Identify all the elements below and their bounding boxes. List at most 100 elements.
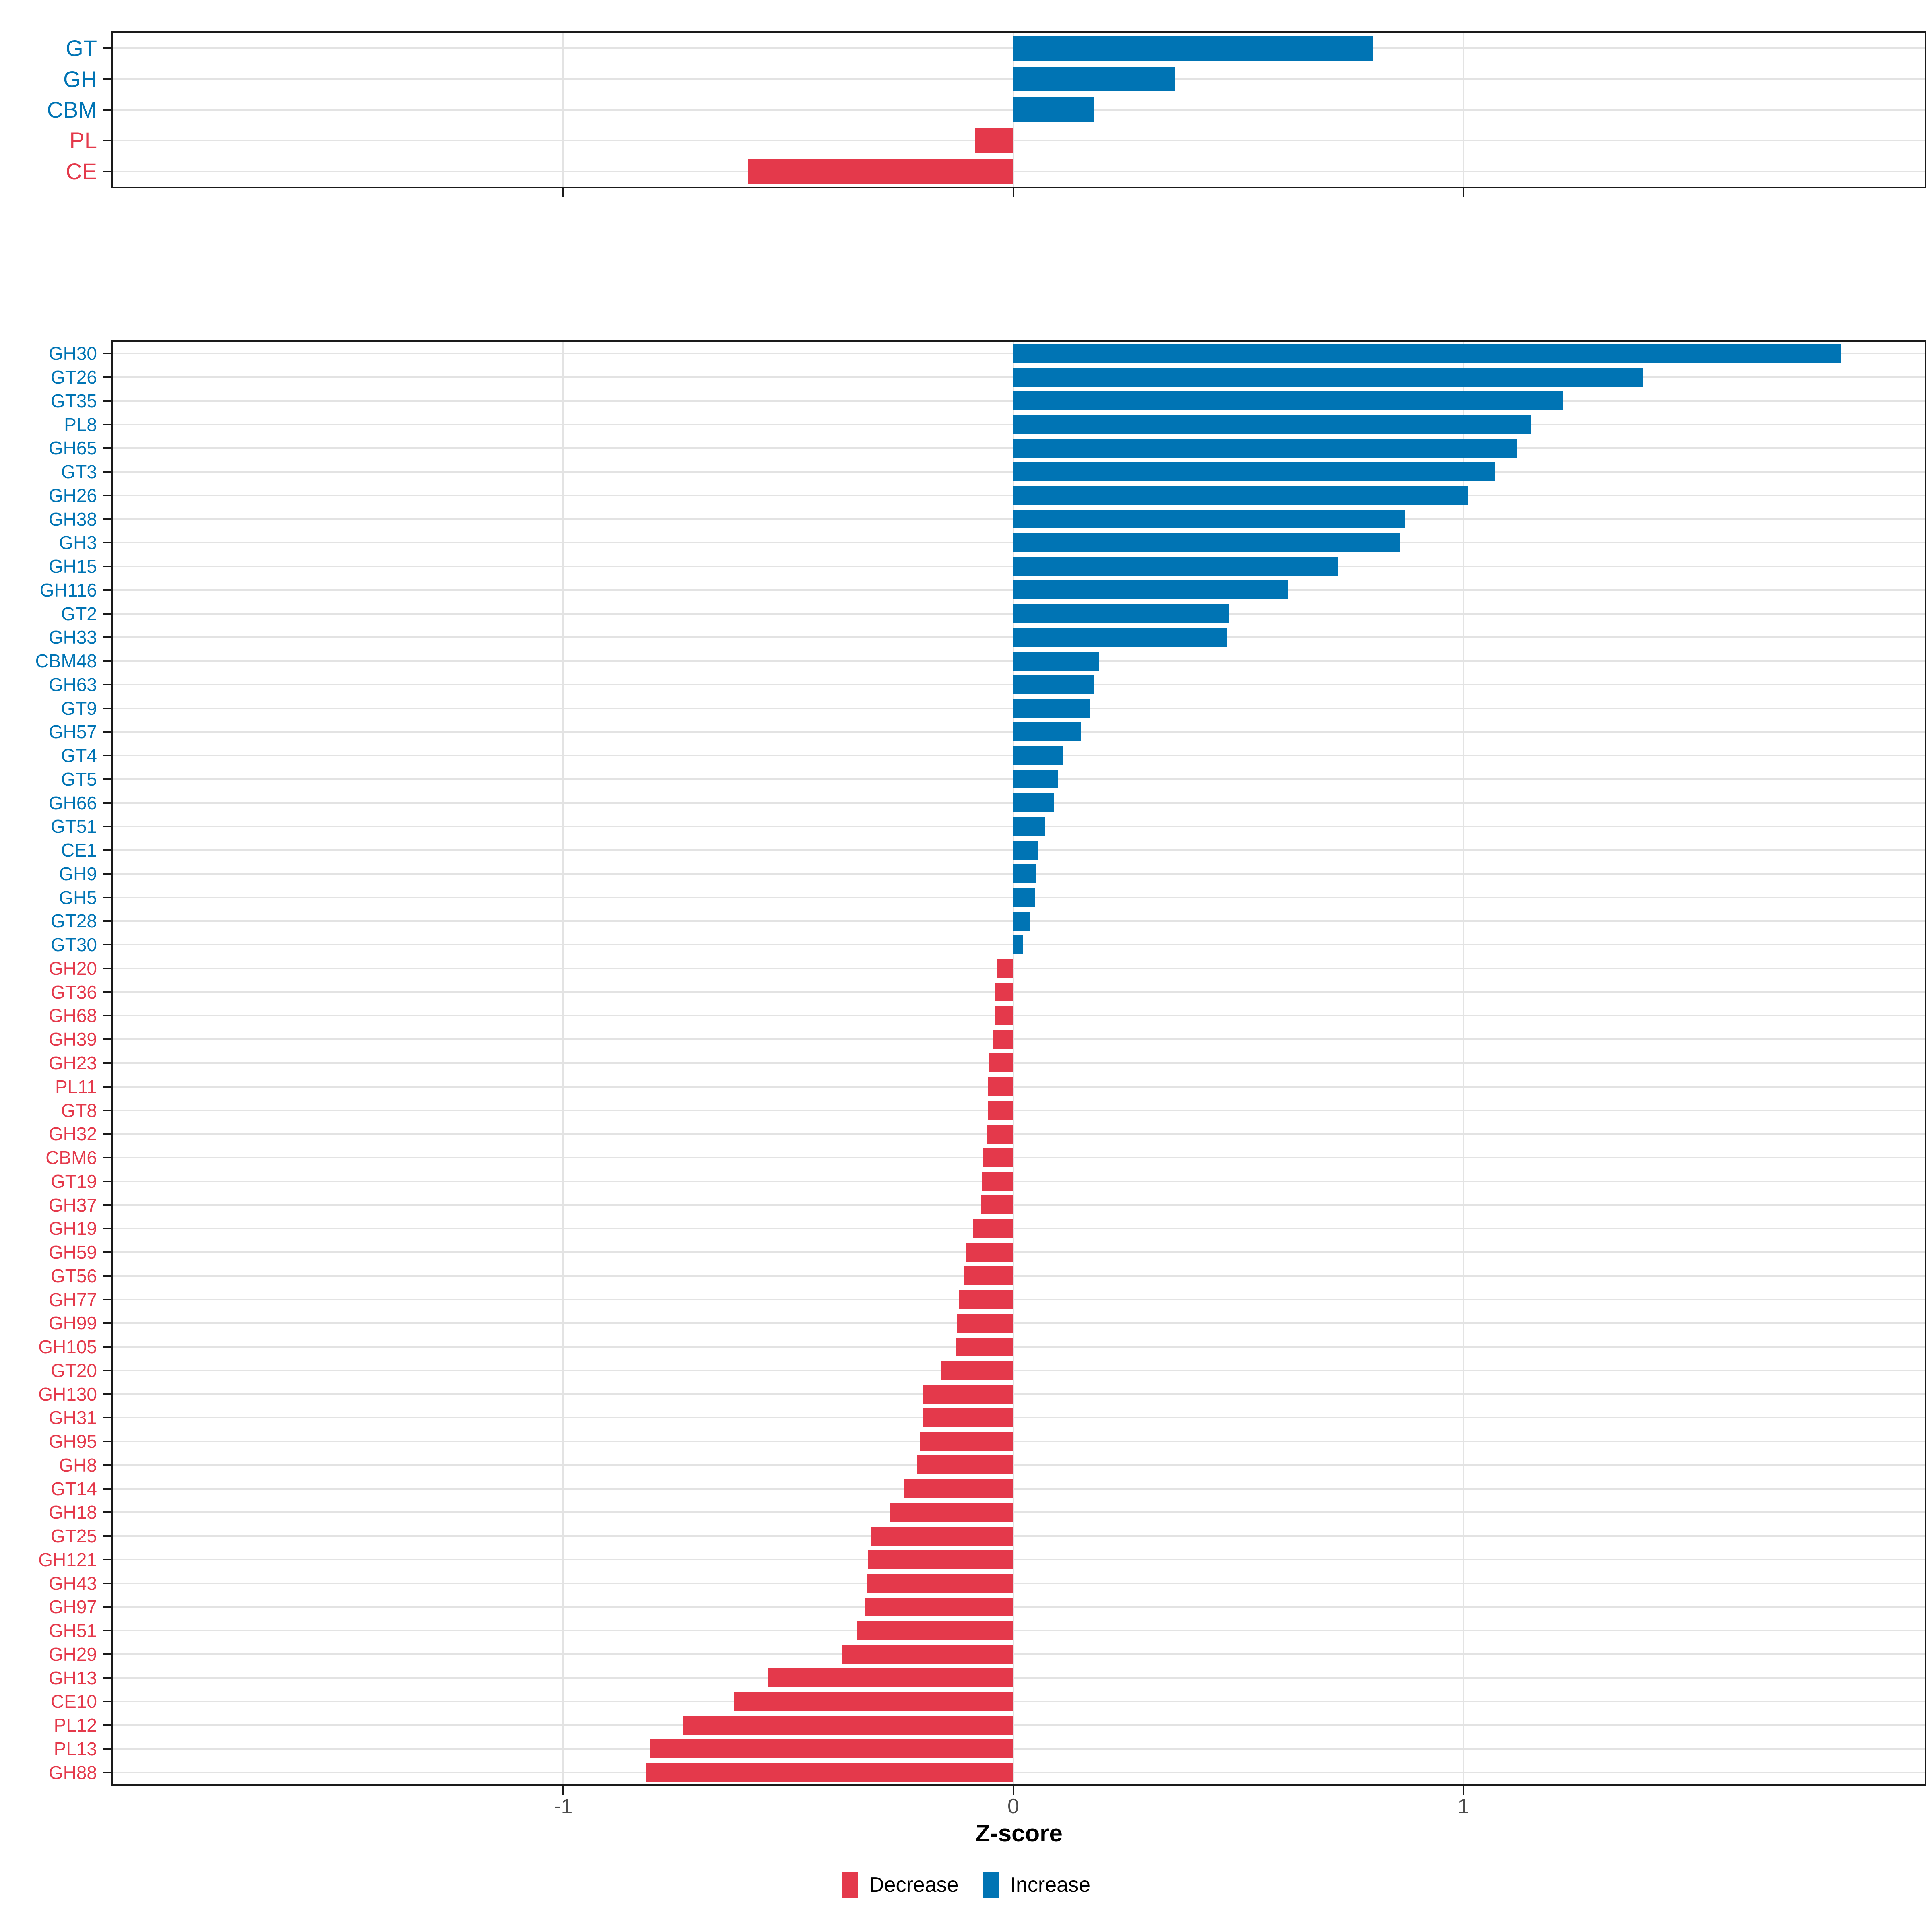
y-label-GT51: GT51 xyxy=(50,816,97,837)
legend-label-increase: Increase xyxy=(1010,1873,1090,1897)
y-label-GH26: GH26 xyxy=(48,485,97,506)
bar-GH3 xyxy=(1013,533,1401,552)
y-tick-CBM6 xyxy=(103,1157,111,1159)
y-label-GH59: GH59 xyxy=(48,1242,97,1263)
bar-GH88 xyxy=(646,1763,1013,1782)
bar-GH5 xyxy=(1013,888,1035,907)
y-label-GT36: GT36 xyxy=(50,981,97,1003)
y-tick-GT xyxy=(103,47,111,50)
y-tick-GH65 xyxy=(103,447,111,449)
y-label-GH18: GH18 xyxy=(48,1502,97,1523)
y-gridline-CE xyxy=(113,170,1925,172)
y-label-GT35: GT35 xyxy=(50,390,97,411)
y-label-GH20: GH20 xyxy=(48,958,97,979)
y-label-GH116: GH116 xyxy=(39,579,97,601)
y-gridline-GH32 xyxy=(113,1133,1925,1135)
x-axis-title: Z-score xyxy=(975,1820,1063,1847)
y-label-PL11: PL11 xyxy=(55,1076,97,1097)
y-label-CBM48: CBM48 xyxy=(35,650,97,672)
y-label-GT: GT xyxy=(66,35,97,61)
y-gridline-GT56 xyxy=(113,1275,1925,1277)
y-tick-GH19 xyxy=(103,1228,111,1230)
y-tick-GT2 xyxy=(103,613,111,615)
y-gridline-GH39 xyxy=(113,1038,1925,1040)
y-gridline-GH23 xyxy=(113,1062,1925,1064)
y-tick-GH77 xyxy=(103,1298,111,1300)
y-label-GH: GH xyxy=(63,66,97,92)
y-label-GH99: GH99 xyxy=(48,1313,97,1334)
y-tick-GH18 xyxy=(103,1511,111,1513)
y-label-GT26: GT26 xyxy=(50,367,97,388)
y-tick-GH33 xyxy=(103,636,111,638)
y-tick-CE10 xyxy=(103,1701,111,1703)
bar-GH95 xyxy=(919,1432,1013,1451)
bar-GH57 xyxy=(1013,722,1081,741)
y-label-GH38: GH38 xyxy=(48,508,97,530)
y-tick-PL13 xyxy=(103,1748,111,1750)
bar-GH18 xyxy=(890,1503,1013,1522)
y-tick-GH20 xyxy=(103,967,111,969)
y-gridline-CBM6 xyxy=(113,1157,1925,1159)
bar-GT2 xyxy=(1013,604,1230,623)
y-tick-GT36 xyxy=(103,991,111,993)
bar-GT26 xyxy=(1013,367,1644,387)
bar-GT35 xyxy=(1013,391,1563,411)
bar-CE xyxy=(747,159,1013,184)
y-label-GH68: GH68 xyxy=(48,1005,97,1026)
y-label-GH15: GH15 xyxy=(48,556,97,577)
y-tick-GT25 xyxy=(103,1535,111,1537)
y-tick-GT5 xyxy=(103,778,111,780)
y-tick-GH xyxy=(103,78,111,80)
y-tick-GH15 xyxy=(103,566,111,568)
bar-GH59 xyxy=(966,1243,1013,1262)
bar-PL13 xyxy=(650,1739,1013,1759)
y-tick-GT19 xyxy=(103,1180,111,1182)
y-tick-GH39 xyxy=(103,1038,111,1040)
y-tick-GH43 xyxy=(103,1582,111,1584)
y-label-GT30: GT30 xyxy=(50,934,97,956)
x-tick-1-panel0 xyxy=(1462,188,1464,197)
bar-GH30 xyxy=(1013,344,1842,363)
y-label-GH23: GH23 xyxy=(48,1053,97,1073)
y-tick-GH29 xyxy=(103,1653,111,1655)
bar-GH43 xyxy=(866,1574,1013,1593)
y-label-PL8: PL8 xyxy=(64,414,97,435)
bar-GT28 xyxy=(1013,911,1030,931)
y-gridline-GT36 xyxy=(113,991,1925,993)
y-gridline-GH19 xyxy=(113,1228,1925,1230)
bar-GH77 xyxy=(959,1290,1013,1309)
y-tick-GH88 xyxy=(103,1771,111,1773)
y-tick-GT20 xyxy=(103,1369,111,1371)
x-tick-0-panel0 xyxy=(1012,188,1014,197)
y-tick-GH121 xyxy=(103,1558,111,1560)
y-tick-CE1 xyxy=(103,849,111,851)
bar-CBM48 xyxy=(1013,651,1099,671)
y-label-CBM: CBM xyxy=(47,97,97,122)
y-label-CE10: CE10 xyxy=(50,1691,97,1712)
y-label-CE: CE xyxy=(66,158,97,184)
y-tick-GH37 xyxy=(103,1204,111,1206)
y-gridline-GH77 xyxy=(113,1298,1925,1300)
y-gridline-GT19 xyxy=(113,1180,1925,1182)
bar-GH23 xyxy=(989,1053,1013,1073)
y-tick-GH66 xyxy=(103,802,111,804)
bar-CBM xyxy=(1013,97,1094,122)
bar-GH20 xyxy=(997,959,1013,978)
decrease-swatch xyxy=(841,1872,858,1898)
bar-GH121 xyxy=(868,1550,1013,1569)
bar-GH37 xyxy=(981,1195,1013,1215)
bar-GH13 xyxy=(768,1668,1013,1688)
y-tick-GT8 xyxy=(103,1109,111,1111)
y-label-GH65: GH65 xyxy=(48,438,97,459)
y-tick-GT9 xyxy=(103,707,111,709)
y-gridline-GH8 xyxy=(113,1464,1925,1466)
bar-GH38 xyxy=(1013,510,1405,529)
y-tick-GH57 xyxy=(103,731,111,733)
y-label-GH97: GH97 xyxy=(48,1596,97,1618)
y-gridline-PL11 xyxy=(113,1086,1925,1088)
y-tick-GH31 xyxy=(103,1417,111,1419)
y-label-GT14: GT14 xyxy=(50,1478,97,1499)
panel-class-summary xyxy=(111,31,1926,188)
y-tick-CE xyxy=(103,170,111,172)
y-tick-GH30 xyxy=(103,353,111,355)
